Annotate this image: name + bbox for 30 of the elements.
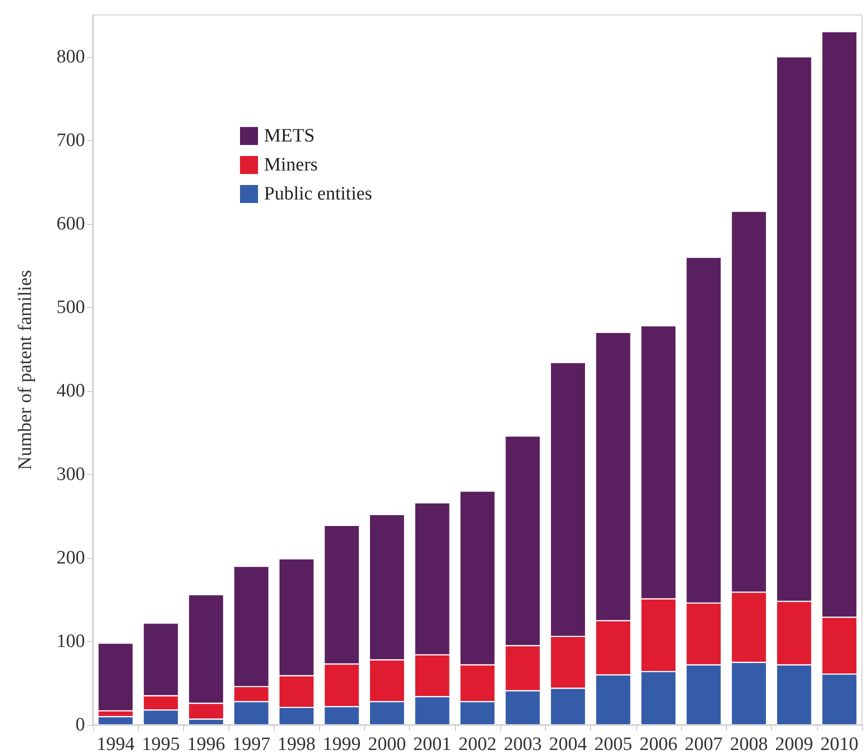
x-tick-label: 2008	[730, 734, 768, 754]
y-tick-label: 300	[56, 464, 85, 485]
x-tick-label: 1996	[187, 734, 226, 754]
y-tick-label: 600	[56, 213, 85, 234]
legend-label: Public entities	[264, 184, 372, 204]
x-tick-label: 1994	[96, 734, 136, 754]
x-tick-label: 2002	[458, 734, 496, 754]
x-tick-label: 2007	[684, 734, 723, 754]
x-tick-label: 1998	[278, 734, 316, 754]
x-tick-label: 2010	[820, 734, 858, 754]
y-tick-label: 500	[56, 296, 85, 318]
y-tick-label: 100	[56, 630, 85, 652]
x-tick-label: 2009	[775, 734, 814, 754]
x-tick-label: 1999	[322, 734, 361, 754]
x-tick-label: 2006	[639, 734, 678, 754]
y-tick-label: 200	[56, 547, 85, 568]
x-tick-label: 2003	[504, 734, 542, 754]
x-tick-label: 2005	[594, 734, 632, 754]
x-tick-label: 2000	[368, 734, 406, 754]
legend-label: Miners	[264, 154, 318, 176]
legend-label: METS	[264, 126, 315, 146]
x-tick-label: 1995	[142, 734, 180, 754]
y-tick-label: 800	[56, 46, 85, 68]
y-axis-title: Number of patent families	[15, 270, 36, 470]
y-tick-label: 0	[76, 714, 85, 736]
y-tick-label: 700	[56, 130, 85, 151]
y-tick-label: 400	[56, 380, 85, 402]
x-tick-label: 2004	[548, 734, 588, 754]
x-tick-label: 2001	[413, 734, 452, 754]
x-tick-label: 1997	[232, 734, 270, 754]
